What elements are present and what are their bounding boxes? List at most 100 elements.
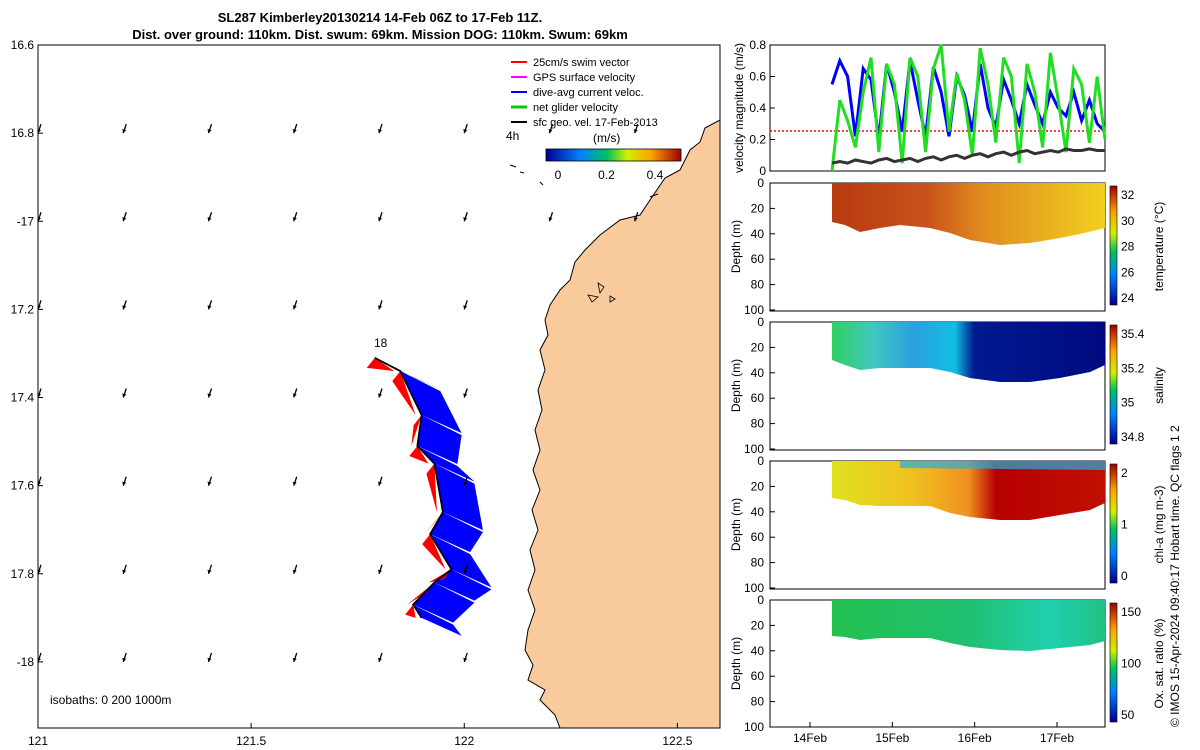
current-arrowhead [378, 305, 382, 310]
current-arrowhead [633, 129, 638, 134]
current-arrowhead [378, 41, 382, 45]
current-arrowhead [122, 217, 127, 222]
current-arrowhead [38, 481, 41, 486]
map-ytick-label: 16.8 [11, 126, 35, 140]
current-arrowhead [122, 657, 127, 662]
colorbar-tick-label: 34.8 [1121, 430, 1145, 444]
velocity-ylabel: velocity magnitude (m/s) [732, 43, 746, 173]
current-vector-swath [430, 512, 483, 553]
current-arrowhead [292, 129, 297, 134]
map-xtick-label: 122.5 [662, 734, 692, 748]
colorbar-tick-label: 32 [1121, 188, 1135, 202]
current-vector-swath [434, 463, 483, 531]
depth-tick-label: 80 [751, 278, 765, 292]
current-arrow [634, 45, 636, 46]
depth-tick-label: 60 [751, 530, 765, 544]
panel-colorbar-label: chl-a (mg m-3) [1152, 485, 1166, 563]
colorbar-tick-label: 24 [1121, 291, 1135, 305]
depth-ylabel: Depth (m) [729, 359, 743, 412]
legend-entry: 25cm/s swim vector [533, 57, 630, 69]
depth-tick-label: 80 [751, 417, 765, 431]
colorbar-label: (m/s) [593, 131, 620, 145]
current-arrowhead [292, 569, 297, 574]
depth-ylabel: Depth (m) [729, 637, 743, 690]
velocity-ytick-label: 0.6 [749, 70, 766, 84]
depth-tick-label: 100 [744, 720, 764, 734]
legend-entry: GPS surface velocity [533, 72, 636, 84]
current-arrow [208, 45, 210, 46]
colorbar-tick-label: 0 [1121, 569, 1128, 583]
depth-tick-label: 100 [744, 581, 764, 595]
swim-vector-swath [392, 371, 416, 416]
depth-ylabel: Depth (m) [729, 220, 743, 273]
track-label: 18 [374, 336, 388, 350]
current-arrow [123, 45, 124, 46]
velocity-series-line [830, 44, 1107, 172]
current-arrowhead [207, 393, 212, 398]
swim-vector-swath [428, 569, 452, 583]
current-arrowhead [463, 569, 468, 574]
swim-vector-swath [407, 582, 435, 605]
glider-track-line [374, 357, 453, 619]
current-arrowhead [634, 41, 638, 45]
map-ytick-label: -17 [17, 214, 35, 228]
current-arrow [549, 45, 551, 46]
depth-tick-label: 0 [757, 315, 764, 329]
current-arrowhead [293, 41, 297, 45]
glider-track [366, 357, 492, 636]
chart-title-line1: SL287 Kimberley20130214 14-Feb 06Z to 17… [217, 10, 543, 25]
current-arrowhead [633, 217, 638, 222]
time-tick-label: 15Feb [875, 731, 909, 745]
current-arrowhead [463, 305, 468, 310]
depth-tick-label: 0 [757, 593, 764, 607]
current-arrowhead [378, 217, 382, 222]
current-arrowhead [207, 481, 212, 486]
depth-ylabel: Depth (m) [729, 498, 743, 551]
velocity-panel: 0 0.2 0.4 0.6 0.8 velocity magnitude (m/s) [732, 38, 1107, 178]
current-arrowhead [463, 481, 468, 486]
colorbar-tick-label: 35 [1121, 396, 1135, 410]
depth-tick-label: 80 [751, 695, 765, 709]
current-arrowhead [292, 481, 297, 486]
current-arrowhead [463, 657, 468, 662]
current-arrow [379, 45, 380, 46]
depth-tick-label: 80 [751, 556, 765, 570]
current-arrowhead [548, 129, 553, 134]
current-arrowhead [378, 657, 382, 662]
current-arrowhead [548, 217, 553, 222]
colorbar-tick-label: 26 [1121, 265, 1135, 279]
colorbar-tick-label: 35.4 [1121, 327, 1145, 341]
current-arrowhead [37, 41, 41, 45]
current-arrowhead [38, 217, 41, 222]
map-ytick-label: -18 [17, 655, 35, 669]
depth-tick-label: 40 [751, 505, 765, 519]
map-panel: 121 121.5 122 122.5 16.6 16.8 -17 17.2 17.4 17.6 1… [11, 38, 721, 748]
depth-tick-label: 20 [751, 618, 765, 632]
current-vector-swath [413, 582, 475, 623]
map-xtick-label: 121 [28, 734, 48, 748]
map-ytick-label: 17.8 [11, 567, 35, 581]
current-arrowhead [292, 217, 297, 222]
swim-vector-swath [424, 512, 443, 535]
time-tick-label: 14Feb [793, 731, 827, 745]
velocity-ytick-label: 0.8 [749, 38, 766, 52]
current-arrowhead [207, 217, 212, 222]
chl-a-panel [769, 460, 1106, 590]
salinity-panel [769, 321, 1106, 451]
velocity-ytick-label: 0.4 [749, 101, 766, 115]
depth-tick-label: 40 [751, 366, 765, 380]
panel-colorbar-label: temperature (°C) [1152, 202, 1166, 292]
depth-tick-label: 20 [751, 479, 765, 493]
panel-colorbar-label: Ox. sat. ratio (%) [1152, 618, 1166, 708]
current-vector-swath [417, 415, 462, 464]
current-arrowhead [122, 41, 126, 45]
chart-title-line2: Dist. over ground: 110km. Dist. swum: 69… [132, 27, 628, 42]
map-xtick-label: 121.5 [236, 734, 266, 748]
legend-entry: dive-avg current veloc. [533, 87, 644, 99]
map-ytick-label: 17.6 [11, 479, 35, 493]
velocity-ytick-label: 0 [759, 164, 766, 178]
depth-tick-label: 20 [751, 201, 765, 215]
current-arrowhead [292, 657, 297, 662]
depth-tick-label: 0 [757, 176, 764, 190]
